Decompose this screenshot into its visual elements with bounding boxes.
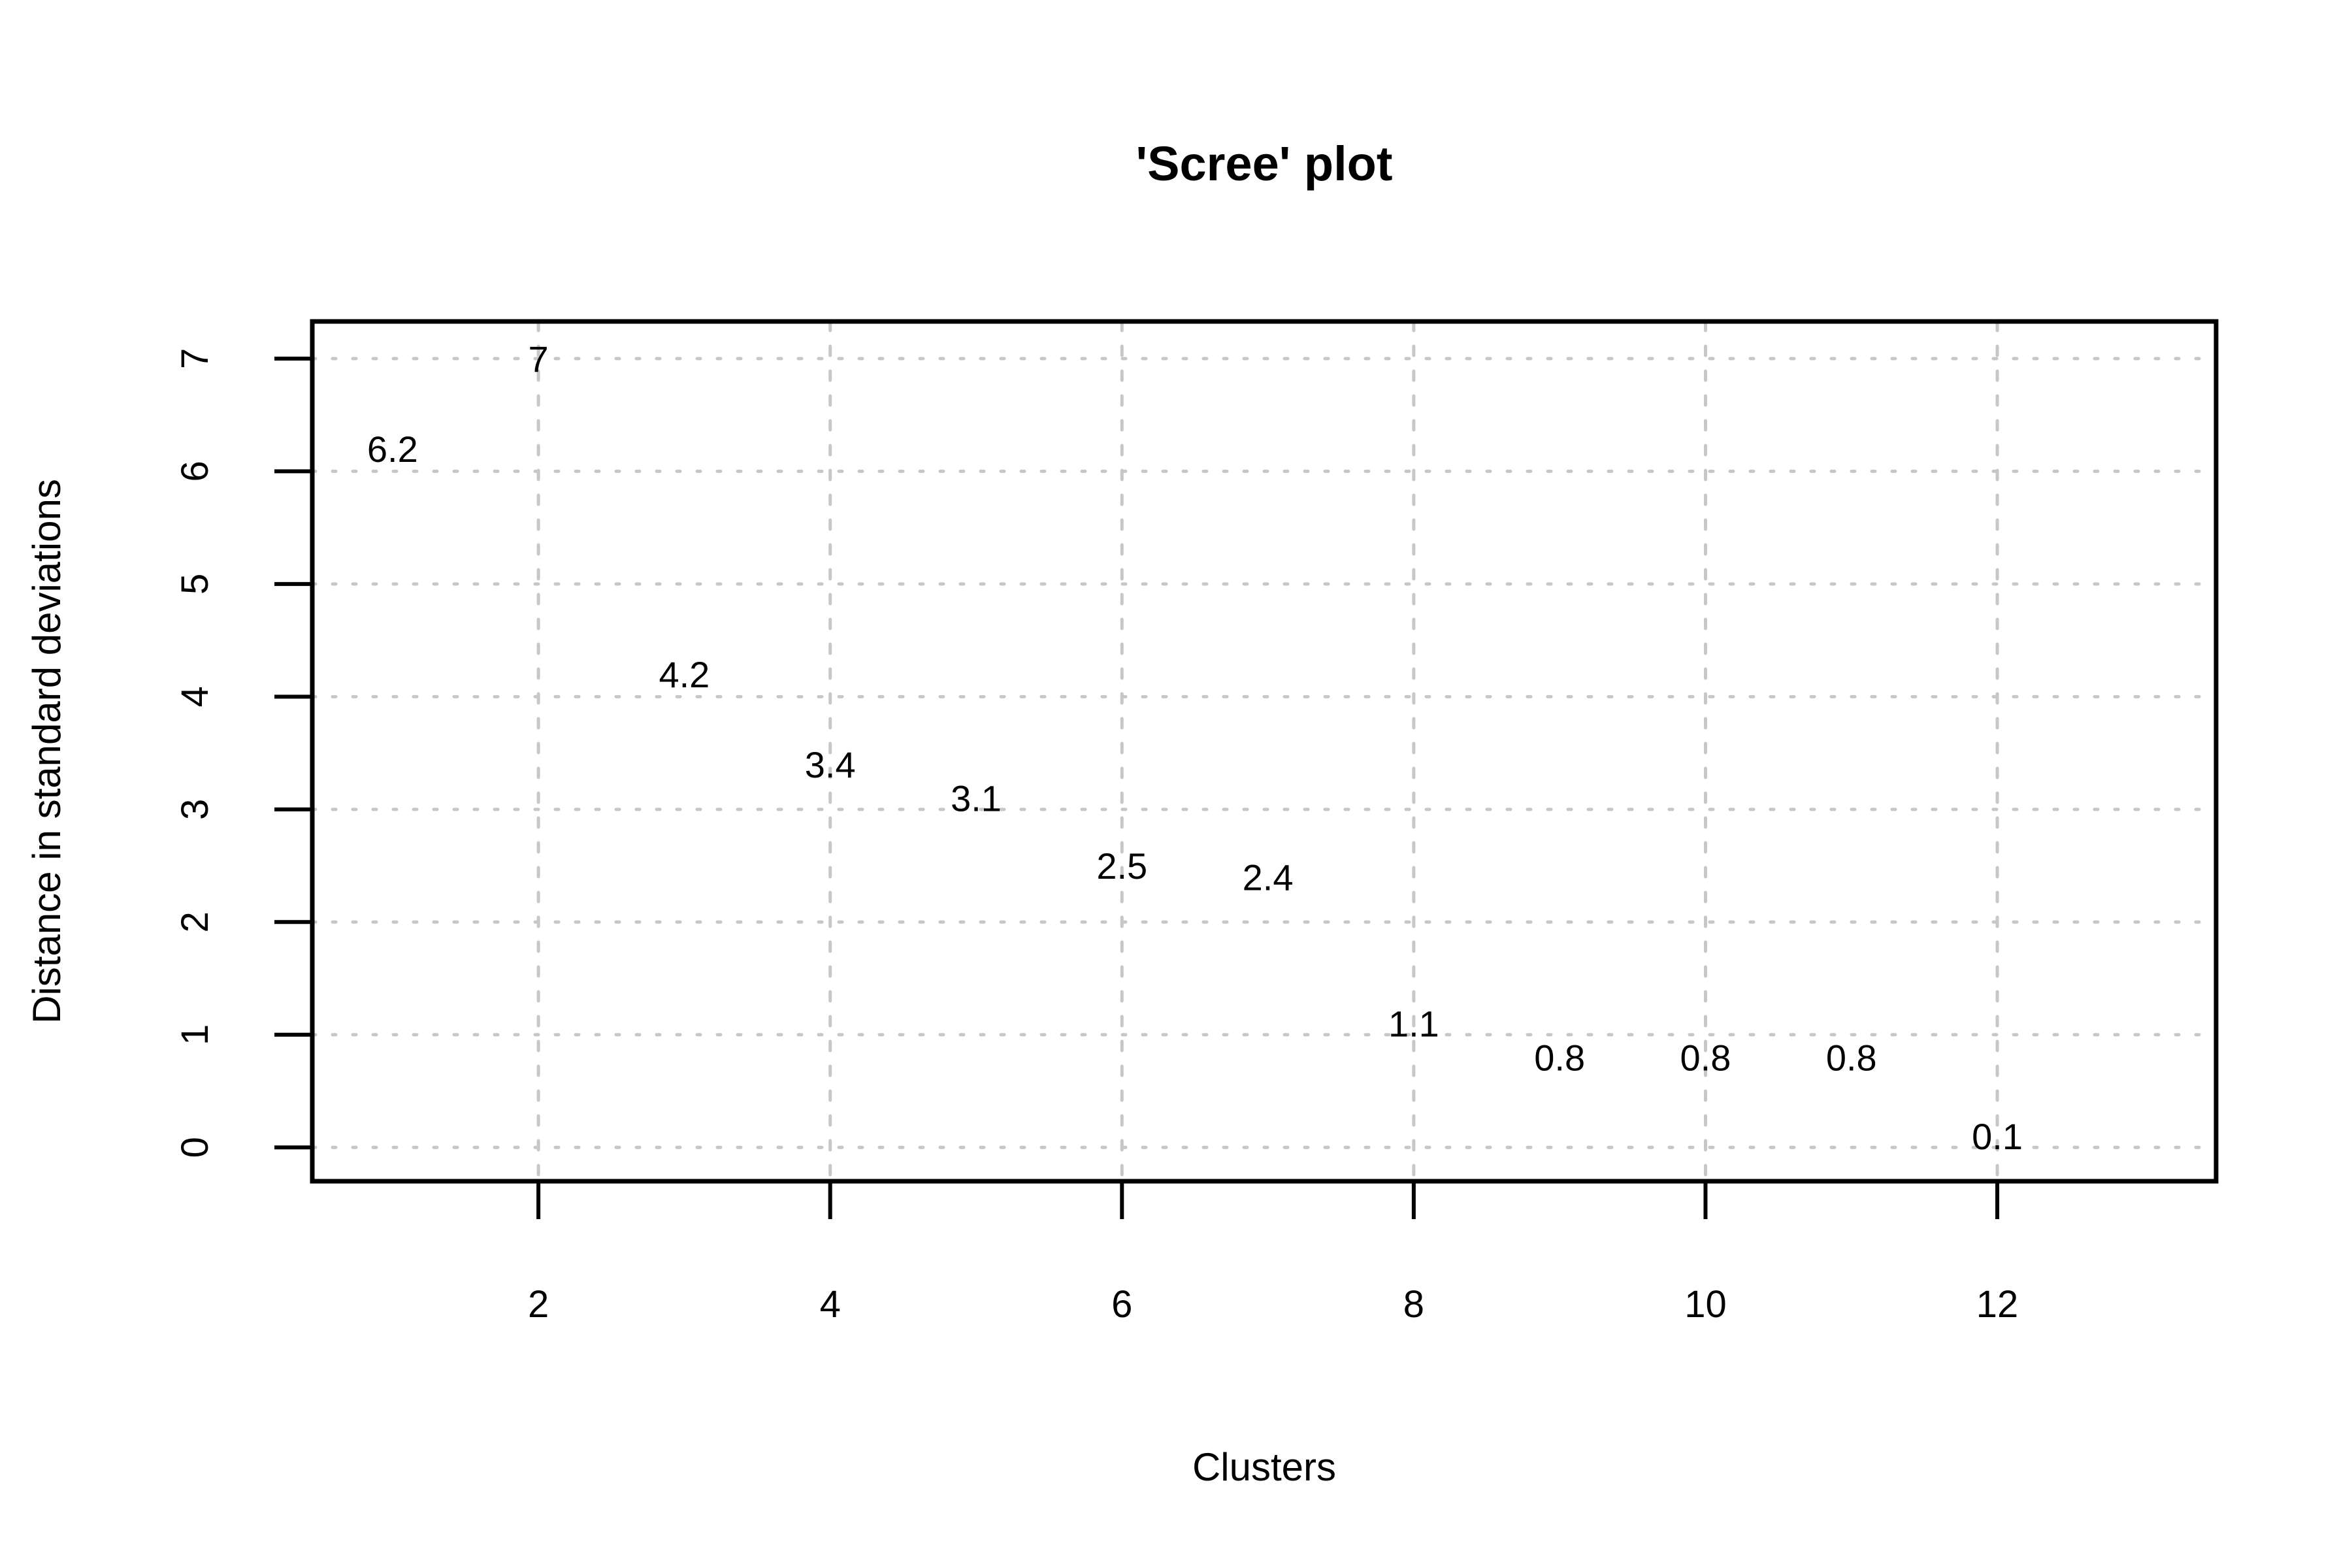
x-tick-label: 8 xyxy=(1403,1283,1424,1326)
x-tick-label: 2 xyxy=(528,1283,549,1326)
data-point-label: 7 xyxy=(529,338,549,380)
y-tick-label: 7 xyxy=(174,348,216,369)
data-point-label: 3.1 xyxy=(951,778,1002,819)
data-point-label: 2.5 xyxy=(1096,845,1147,887)
y-tick-label: 3 xyxy=(174,799,216,820)
x-axis-title: Clusters xyxy=(1192,1445,1336,1489)
y-axis-title: Distance in standard deviations xyxy=(25,479,69,1024)
y-tick-label: 5 xyxy=(174,574,216,595)
data-point-label: 1.1 xyxy=(1388,1004,1439,1045)
chart-title: 'Scree' plot xyxy=(1136,137,1393,191)
y-tick-label: 4 xyxy=(174,686,216,707)
x-tick-label: 4 xyxy=(820,1283,841,1326)
data-point-label: 2.4 xyxy=(1243,857,1294,898)
data-point-label: 3.4 xyxy=(805,744,856,785)
y-tick-label: 2 xyxy=(174,911,216,932)
y-tick-label: 1 xyxy=(174,1024,216,1045)
x-tick-label: 10 xyxy=(1684,1283,1727,1326)
grid-layer xyxy=(310,319,2218,1183)
data-point-layer: 6.2 7 4.2 3.4 3.1 2.5 2.4 1.1 0.8 0.8 0.8 0.1 xyxy=(367,338,2023,1157)
data-point-label: 0.1 xyxy=(1972,1116,2023,1157)
data-point-label: 0.8 xyxy=(1534,1037,1585,1078)
x-tick-label: 12 xyxy=(1976,1283,2019,1326)
data-point-label: 6.2 xyxy=(367,429,418,470)
x-tick-label: 6 xyxy=(1111,1283,1132,1326)
plot-border xyxy=(310,319,2219,1184)
y-tick-label: 0 xyxy=(174,1137,216,1158)
data-point-label: 0.8 xyxy=(1826,1037,1877,1078)
data-point-label: 0.8 xyxy=(1680,1037,1731,1078)
y-tick-label: 6 xyxy=(174,461,216,482)
data-point-label: 4.2 xyxy=(659,654,710,695)
